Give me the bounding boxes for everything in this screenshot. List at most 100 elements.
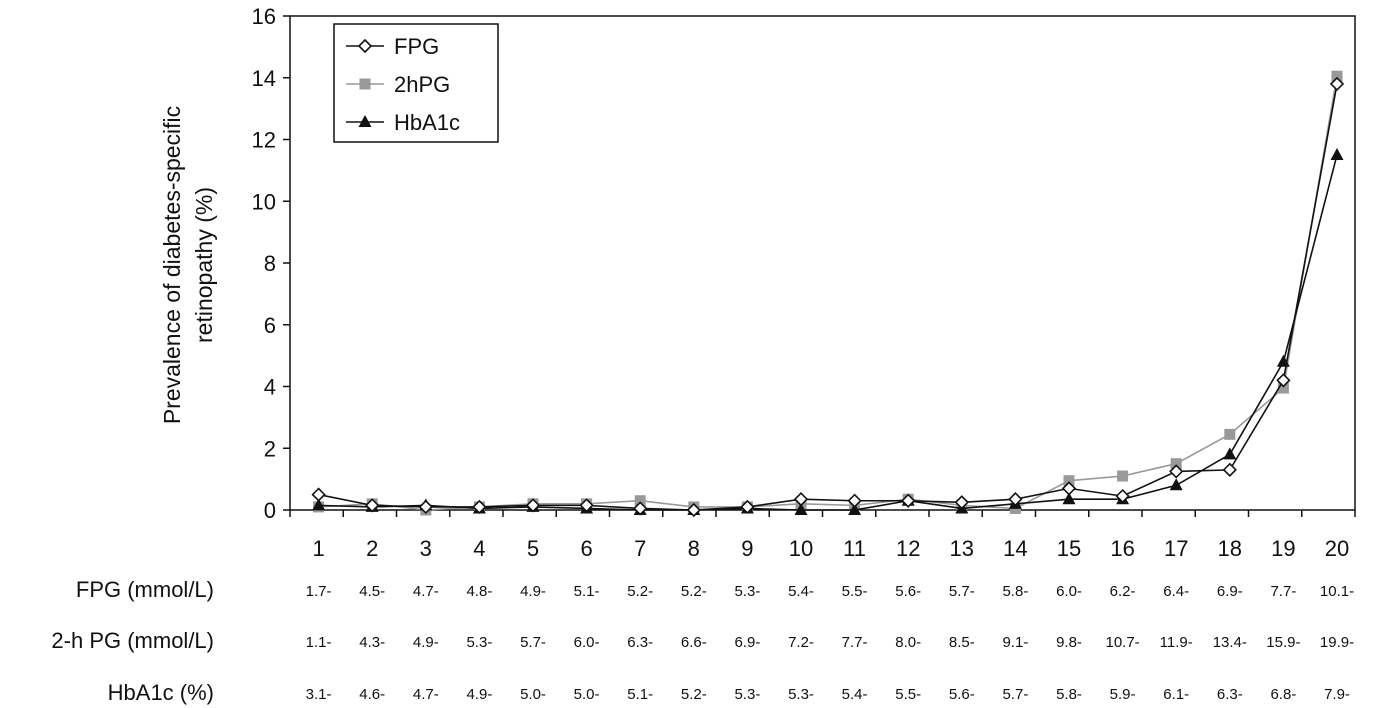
table-cell: 1.1- (306, 634, 332, 651)
legend-marker-2hPG (359, 78, 371, 90)
table-cell: 10.7- (1105, 634, 1139, 651)
data-point-2hPG (634, 495, 646, 507)
table-cell: 5.4- (842, 686, 868, 703)
table-cell: 5.3- (734, 583, 760, 600)
data-point-FPG (365, 498, 380, 513)
table-cell: 6.2- (1110, 583, 1136, 600)
table-cell: 8.5- (949, 634, 975, 651)
table-cell: 5.9- (1110, 686, 1136, 703)
table-cell: 5.3- (788, 686, 814, 703)
table-cell: 4.7- (413, 583, 439, 600)
y-tick-label: 4 (264, 375, 276, 400)
table-cell: 6.1- (1163, 686, 1189, 703)
table-cell: 5.8- (1002, 583, 1028, 600)
data-point-2hPG (1063, 475, 1075, 487)
table-cell: 5.3- (734, 686, 760, 703)
data-point-HbA1c (1062, 492, 1076, 505)
legend-marker-FPG (357, 38, 373, 54)
x-tick-label: 4 (473, 536, 485, 561)
data-point-FPG (901, 493, 916, 508)
table-cell: 10.1- (1320, 583, 1354, 600)
x-tick-label: 12 (896, 536, 920, 561)
series-HbA1c (312, 147, 1344, 515)
y-axis-ticks: 0 2 4 6 8 10 12 14 16 (252, 4, 290, 523)
data-point-2hPG (1117, 470, 1129, 482)
table-cell: 5.6- (895, 583, 921, 600)
x-tick-label: 18 (1218, 536, 1242, 561)
x-tick-label: 15 (1057, 536, 1081, 561)
table-cell: 5.0- (520, 686, 546, 703)
table-cell: 5.7- (949, 583, 975, 600)
data-point-2hPG (1224, 428, 1236, 440)
table-cell: 5.2- (627, 583, 653, 600)
data-point-FPG (1276, 373, 1291, 388)
y-axis-label-line-2: retinopathy (%) (191, 187, 217, 343)
table-cell: 5.6- (949, 686, 975, 703)
x-tick-label: 3 (420, 536, 432, 561)
table-cell: 5.1- (574, 583, 600, 600)
data-point-FPG (1061, 481, 1077, 496)
data-point-2hPG (1277, 382, 1289, 394)
x-tick-label: 10 (789, 536, 813, 561)
series-FPG (311, 76, 1345, 518)
y-tick-label: 10 (252, 189, 276, 214)
data-point-FPG (1329, 76, 1345, 92)
chart-legend: FPG 2hPG HbA1c (333, 23, 499, 143)
table-cell: 5.8- (1056, 686, 1082, 703)
legend-label-FPG: FPG (394, 34, 439, 59)
table-cell: 13.4- (1213, 634, 1247, 651)
table-cell: 5.3- (466, 634, 492, 651)
data-point-FPG (954, 495, 969, 510)
table-cell: 7.9- (1324, 686, 1350, 703)
x-tick-label: 6 (580, 536, 592, 561)
table-cell: 5.4- (788, 583, 814, 600)
table-cell: 5.5- (895, 686, 921, 703)
x-tick-label: 19 (1271, 536, 1295, 561)
table-row-label: FPG (mmol/L) (76, 577, 214, 602)
x-tick-label: 1 (312, 536, 324, 561)
table-cell: 15.9- (1266, 634, 1300, 651)
table-cell: 5.0- (574, 686, 600, 703)
table-cell: 4.8- (466, 583, 492, 600)
x-tick-label: 17 (1164, 536, 1188, 561)
y-tick-label: 12 (252, 128, 276, 153)
table-cell: 7.2- (788, 634, 814, 651)
table-row-label: HbA1c (%) (108, 680, 214, 705)
y-tick-label: 16 (252, 4, 276, 29)
table-cell: 9.1- (1002, 634, 1028, 651)
data-point-FPG (1008, 492, 1023, 507)
table-cell: 4.9- (520, 583, 546, 600)
table-cell: 5.5- (842, 583, 868, 600)
data-point-FPG (472, 499, 487, 515)
table-cell: 6.9- (1217, 583, 1243, 600)
x-tick-label: 9 (741, 536, 753, 561)
table-cell: 6.0- (574, 634, 600, 651)
data-point-HbA1c (1169, 478, 1183, 491)
y-tick-label: 14 (252, 66, 276, 91)
table-cell: 4.3- (359, 634, 385, 651)
data-point-HbA1c (312, 498, 326, 511)
table-cell: 7.7- (1270, 583, 1296, 600)
table-cell: 6.3- (1217, 686, 1243, 703)
data-point-HbA1c (1223, 447, 1237, 460)
x-tick-label: 8 (688, 536, 700, 561)
table-cell: 5.2- (681, 686, 707, 703)
table-cell: 6.9- (734, 634, 760, 651)
legend-marker-HbA1c (358, 115, 372, 127)
table-cell: 19.9- (1320, 634, 1354, 651)
y-axis-label-line-1: Prevalence of diabetes-specific (159, 106, 185, 424)
series-line-FPG (318, 83, 1338, 511)
data-point-FPG (1169, 464, 1184, 479)
x-tick-label: 16 (1110, 536, 1134, 561)
table-cell: 6.3- (627, 634, 653, 651)
table-cell: 5.1- (627, 686, 653, 703)
table-cell: 4.9- (466, 686, 492, 703)
table-row-label: 2-h PG (mmol/L) (51, 628, 214, 653)
data-point-FPG (1222, 462, 1237, 477)
threshold-table: FPG (mmol/L) 1.7- 4.5- 4.7- 4.8- 4.9- 5.1- 5.2-… (51, 577, 1354, 705)
table-cell: 8.0- (895, 634, 921, 651)
x-tick-label: 20 (1325, 536, 1349, 561)
legend-label-HbA1c: HbA1c (394, 110, 460, 135)
table-cell: 4.6- (359, 686, 385, 703)
data-point-2hPG (1331, 70, 1343, 82)
